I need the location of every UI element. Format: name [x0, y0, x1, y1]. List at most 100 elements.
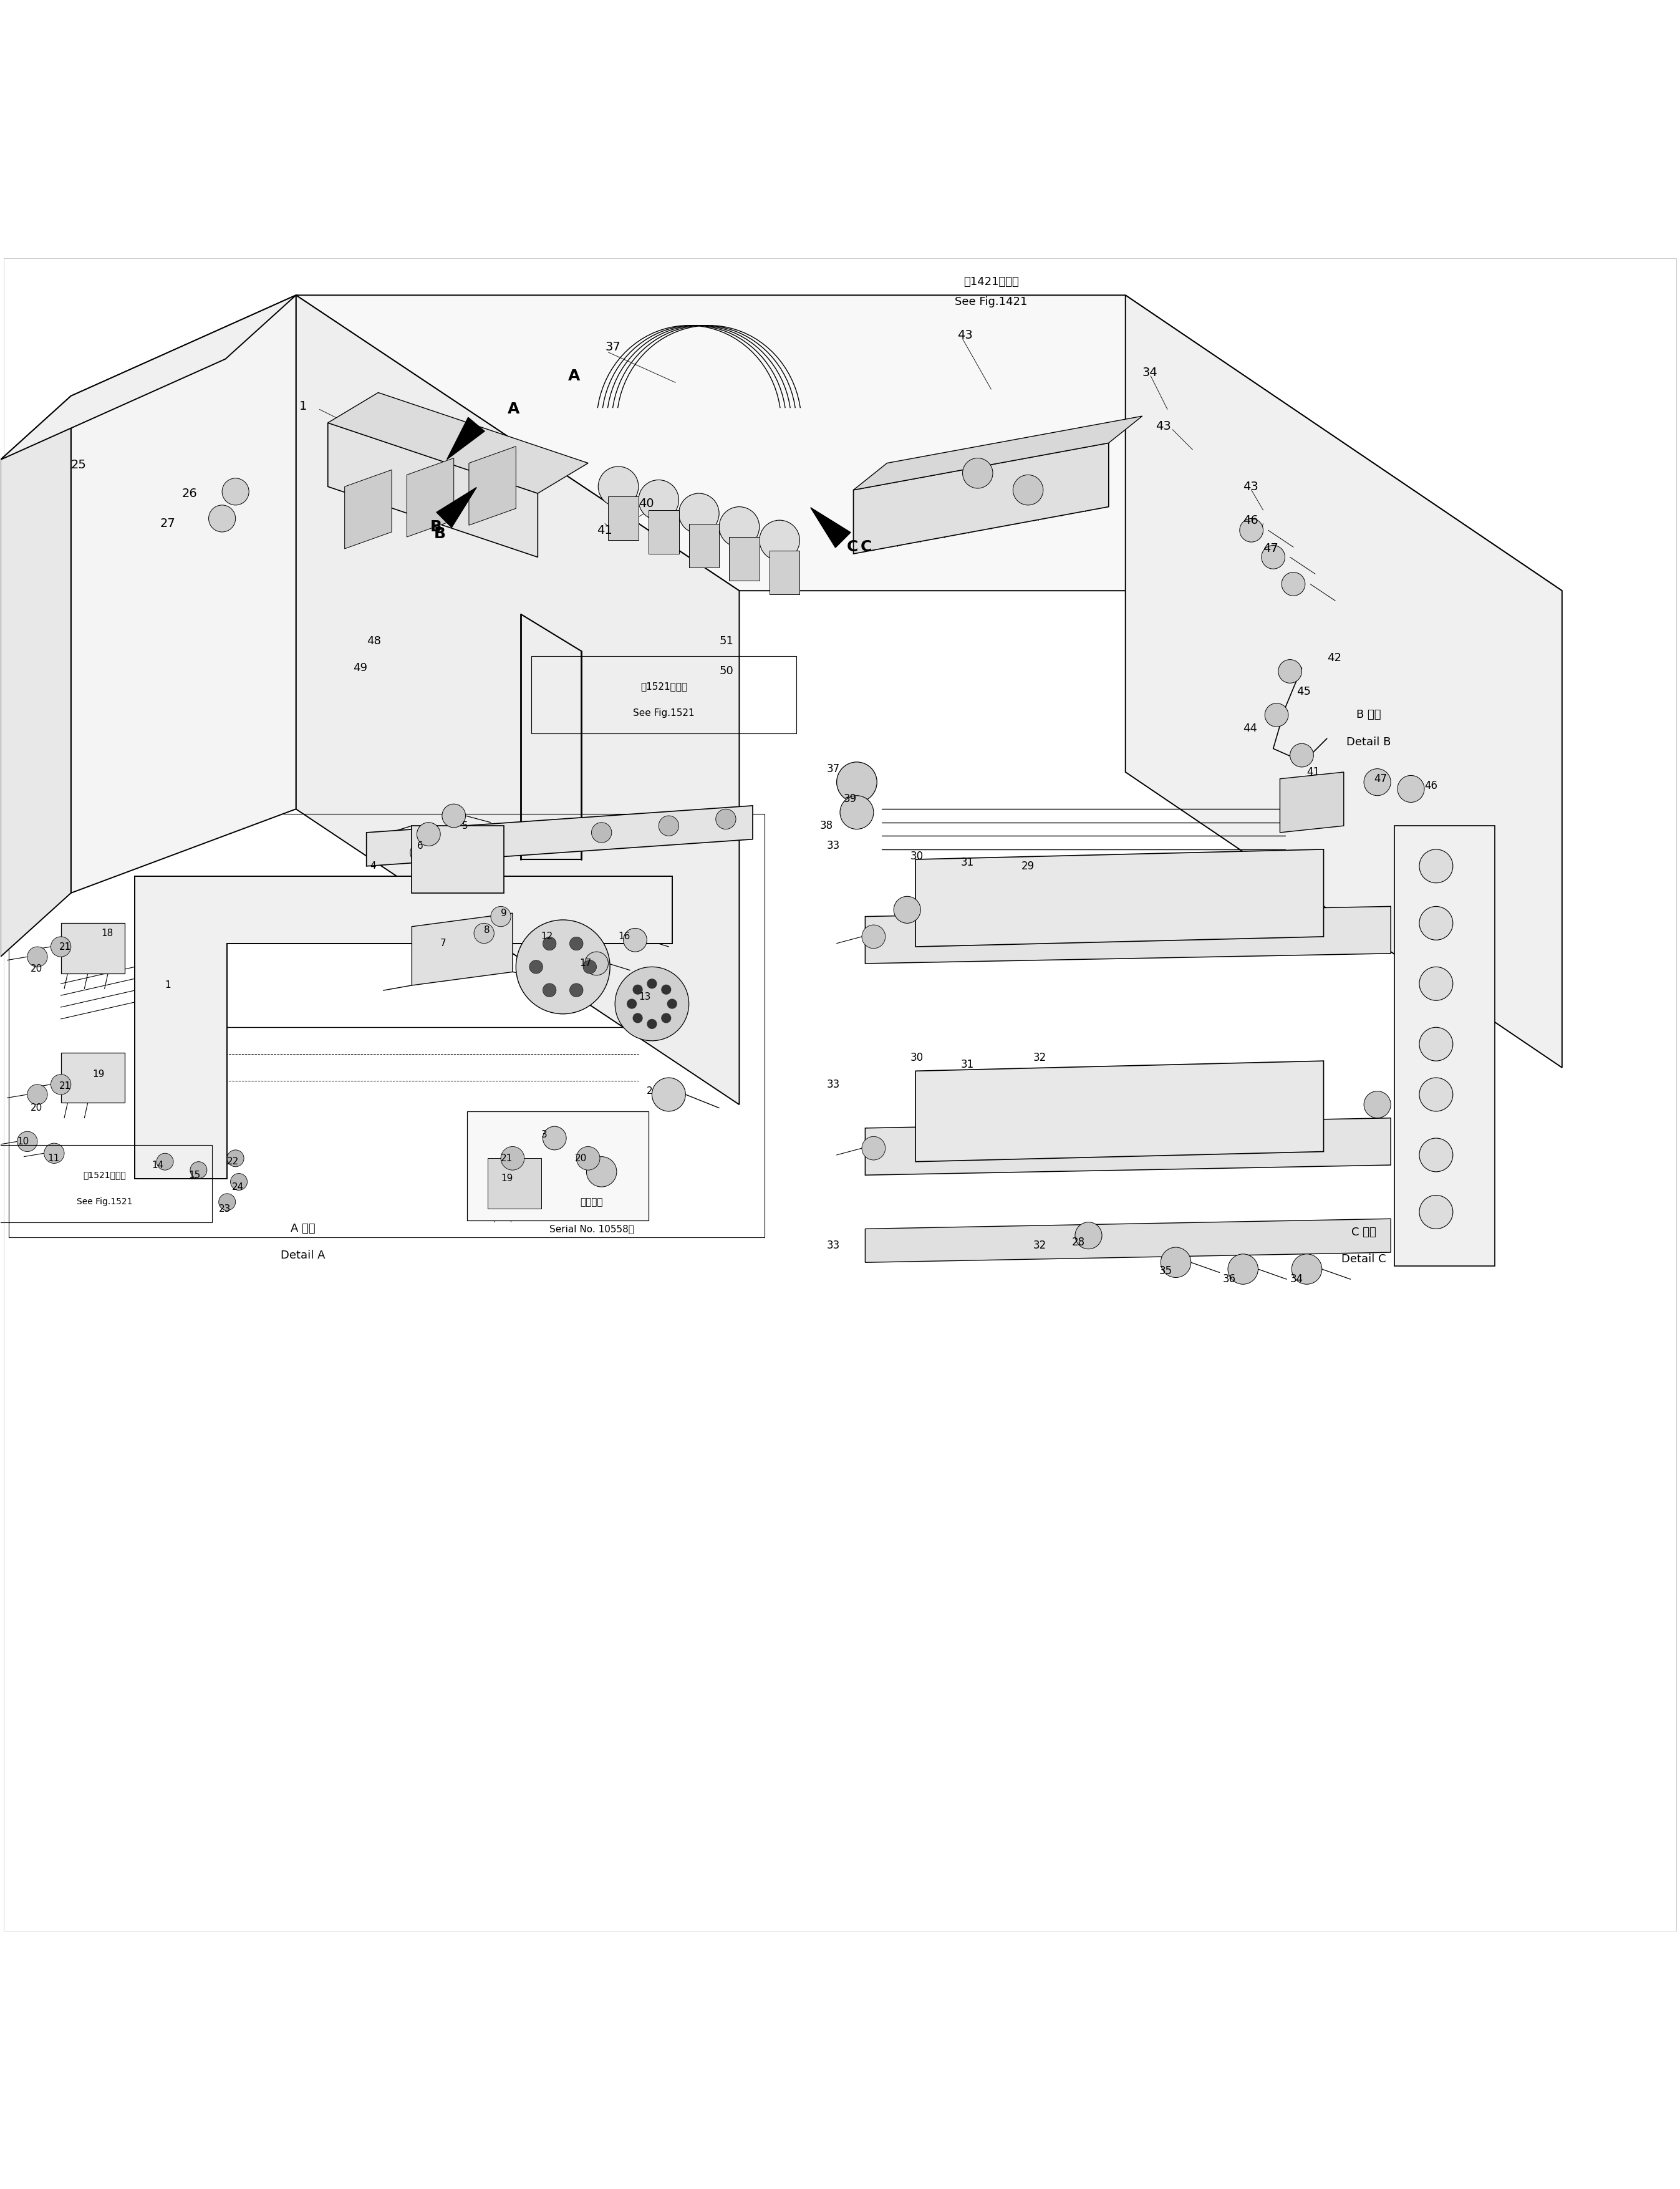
- Text: 6: 6: [417, 841, 423, 852]
- Circle shape: [1364, 1090, 1391, 1119]
- Circle shape: [659, 816, 679, 836]
- Text: 11: 11: [47, 1154, 59, 1162]
- Circle shape: [208, 506, 235, 532]
- Text: 44: 44: [1243, 722, 1257, 733]
- Text: 30: 30: [911, 852, 924, 862]
- Polygon shape: [1394, 825, 1495, 1265]
- Polygon shape: [437, 488, 477, 528]
- Circle shape: [442, 803, 465, 827]
- Circle shape: [1364, 768, 1391, 795]
- Text: 39: 39: [843, 792, 857, 806]
- Bar: [412, 825, 504, 893]
- Polygon shape: [916, 849, 1324, 946]
- Text: 46: 46: [1243, 514, 1258, 525]
- Circle shape: [1420, 849, 1453, 882]
- Circle shape: [591, 823, 612, 843]
- Text: 21: 21: [59, 1081, 71, 1090]
- Polygon shape: [810, 508, 850, 547]
- Polygon shape: [853, 416, 1142, 490]
- Text: 48: 48: [366, 635, 381, 646]
- Text: 22: 22: [227, 1158, 239, 1167]
- Text: 31: 31: [961, 858, 974, 869]
- Bar: [769, 549, 800, 593]
- Bar: [487, 1158, 541, 1208]
- Polygon shape: [853, 442, 1109, 554]
- Text: 8: 8: [484, 926, 491, 935]
- Circle shape: [1420, 1077, 1453, 1112]
- Circle shape: [1278, 659, 1302, 683]
- Circle shape: [27, 946, 47, 968]
- Text: 47: 47: [1263, 543, 1278, 554]
- Circle shape: [615, 968, 689, 1040]
- Text: 35: 35: [1159, 1265, 1173, 1276]
- Circle shape: [1161, 1248, 1191, 1278]
- Text: B: B: [433, 525, 445, 541]
- Circle shape: [570, 983, 583, 996]
- Circle shape: [1420, 1138, 1453, 1171]
- Text: 45: 45: [1297, 685, 1310, 696]
- Text: C: C: [860, 538, 872, 554]
- Text: 1: 1: [165, 981, 171, 989]
- Text: 26: 26: [181, 488, 197, 499]
- Text: 23: 23: [218, 1204, 230, 1213]
- Circle shape: [679, 493, 719, 534]
- Circle shape: [576, 1147, 600, 1171]
- Circle shape: [44, 1143, 64, 1162]
- Text: 1: 1: [299, 401, 307, 412]
- Circle shape: [638, 479, 679, 521]
- Polygon shape: [71, 296, 296, 893]
- Text: 42: 42: [1327, 652, 1341, 663]
- Circle shape: [491, 906, 511, 926]
- Circle shape: [529, 961, 543, 974]
- Bar: [648, 510, 679, 554]
- Circle shape: [716, 810, 736, 830]
- Text: 7: 7: [440, 939, 447, 948]
- Circle shape: [543, 937, 556, 950]
- Text: 33: 33: [827, 841, 840, 852]
- Bar: [467, 1112, 648, 1221]
- Text: 43: 43: [1243, 482, 1258, 493]
- Text: 第1521図参照: 第1521図参照: [640, 681, 687, 692]
- Circle shape: [1420, 906, 1453, 939]
- Text: 30: 30: [911, 1053, 924, 1064]
- Text: 49: 49: [353, 663, 368, 674]
- Circle shape: [1290, 744, 1314, 766]
- Bar: [608, 497, 638, 541]
- Text: 21: 21: [59, 941, 71, 952]
- Text: 18: 18: [101, 928, 113, 937]
- Polygon shape: [328, 392, 588, 493]
- Circle shape: [218, 1193, 235, 1211]
- Circle shape: [570, 937, 583, 950]
- Circle shape: [1228, 1254, 1258, 1285]
- Text: 10: 10: [17, 1136, 29, 1147]
- Polygon shape: [296, 296, 1562, 591]
- Text: 15: 15: [188, 1171, 200, 1180]
- Circle shape: [1075, 1221, 1102, 1250]
- Circle shape: [862, 926, 885, 948]
- Text: C: C: [847, 538, 858, 554]
- Text: B 詳細: B 詳細: [1357, 709, 1381, 720]
- Circle shape: [633, 1014, 643, 1022]
- Text: B: B: [430, 519, 442, 534]
- Text: 31: 31: [961, 1059, 974, 1070]
- Circle shape: [1292, 1254, 1322, 1285]
- Polygon shape: [447, 418, 484, 460]
- Polygon shape: [344, 471, 391, 549]
- Circle shape: [647, 978, 657, 989]
- Text: 38: 38: [820, 821, 833, 832]
- Circle shape: [227, 1149, 244, 1167]
- Circle shape: [410, 843, 430, 862]
- Circle shape: [598, 466, 638, 508]
- Text: 29: 29: [1021, 860, 1035, 871]
- Circle shape: [477, 836, 497, 856]
- Text: 19: 19: [501, 1173, 512, 1182]
- Circle shape: [837, 762, 877, 803]
- Circle shape: [662, 1014, 672, 1022]
- Text: 適用号機: 適用号機: [580, 1197, 603, 1206]
- Text: A: A: [507, 403, 519, 416]
- Polygon shape: [469, 447, 516, 525]
- Circle shape: [759, 521, 800, 560]
- Text: 46: 46: [1425, 779, 1438, 790]
- Circle shape: [543, 1127, 566, 1149]
- Text: 2: 2: [647, 1086, 654, 1097]
